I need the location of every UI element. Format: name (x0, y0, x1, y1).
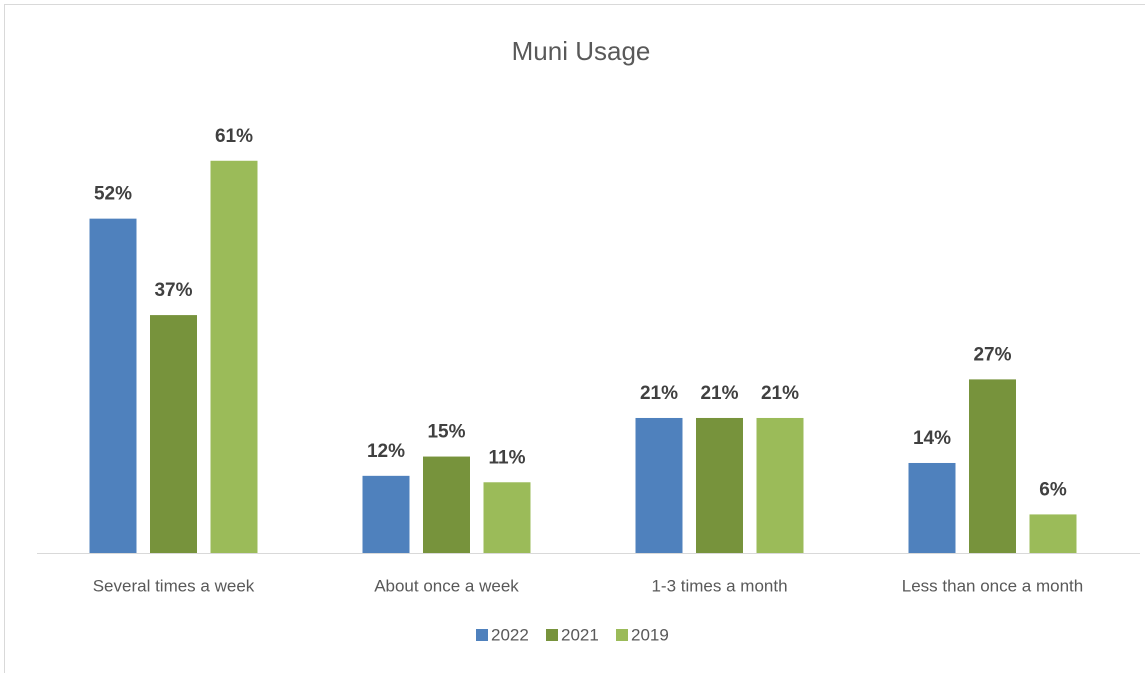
value-label: 21% (761, 383, 799, 404)
bar (969, 379, 1016, 553)
bar (908, 462, 956, 553)
bar (635, 417, 683, 553)
x-tick-label: 1-3 times a month (651, 576, 787, 595)
bar (150, 315, 197, 553)
legend-label: 2019 (631, 625, 669, 644)
bar (89, 218, 137, 553)
chart-border (4, 4, 1145, 673)
value-label: 21% (700, 383, 738, 404)
bar (210, 160, 258, 553)
value-label: 6% (1039, 479, 1067, 500)
x-tick-label: Several times a week (93, 576, 255, 595)
bar (696, 417, 743, 553)
x-tick-label: Less than once a month (902, 576, 1083, 595)
value-label: 12% (367, 441, 405, 462)
chart-title: Muni Usage (512, 36, 651, 66)
value-label: 37% (154, 280, 192, 301)
legend-label: 2022 (491, 625, 529, 644)
legend-label: 2021 (561, 625, 599, 644)
value-label: 21% (640, 383, 678, 404)
x-tick-label: About once a week (374, 576, 519, 595)
value-label: 52% (94, 184, 132, 205)
bar (756, 417, 804, 553)
value-label: 11% (489, 447, 526, 468)
legend-swatch (546, 629, 558, 641)
value-label: 61% (215, 126, 253, 147)
value-label: 15% (427, 422, 465, 443)
value-label: 27% (973, 344, 1011, 365)
bar (483, 482, 531, 553)
bar (1029, 514, 1077, 553)
value-label: 14% (913, 428, 951, 449)
bar (362, 475, 410, 553)
bar (423, 456, 470, 553)
legend-swatch (616, 629, 628, 641)
legend-swatch (476, 629, 488, 641)
